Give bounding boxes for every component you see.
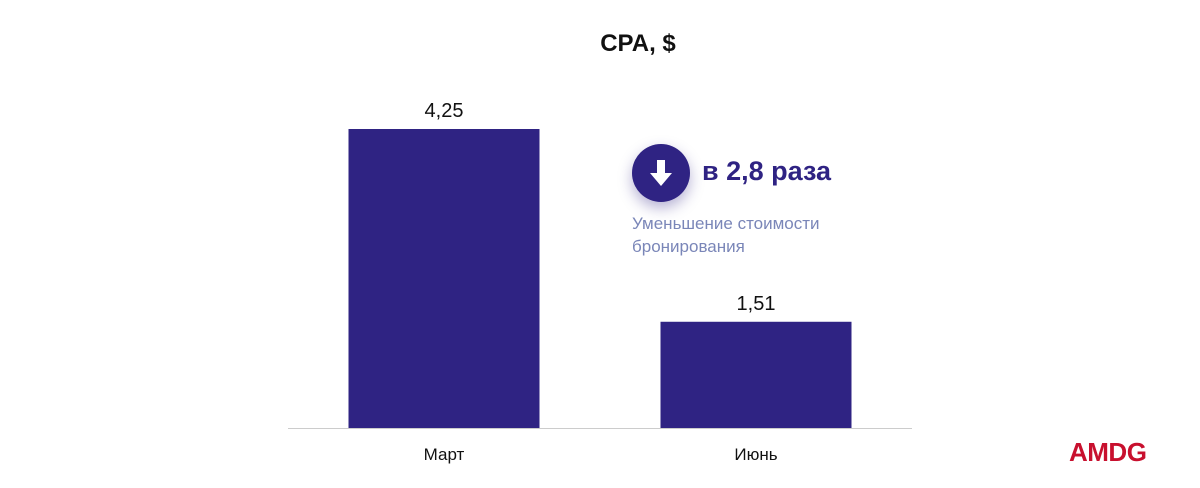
x-tick-label-1: Март [424,445,465,464]
bar-1 [348,129,540,428]
data-label-2: 1,51 [737,293,776,315]
annotation-headline: в 2,8 раза [702,156,832,186]
amdg-logo: AMDG [1069,437,1147,467]
decrease-badge [632,144,690,202]
arrow-down-icon [650,160,672,186]
data-label-1: 4,25 [425,100,464,122]
annotation-text: Уменьшение стоимости бронирования [632,214,820,256]
bar-2 [660,321,852,428]
chart-title: CPA, $ [600,30,676,57]
x-tick-label-2: Июнь [734,445,777,464]
